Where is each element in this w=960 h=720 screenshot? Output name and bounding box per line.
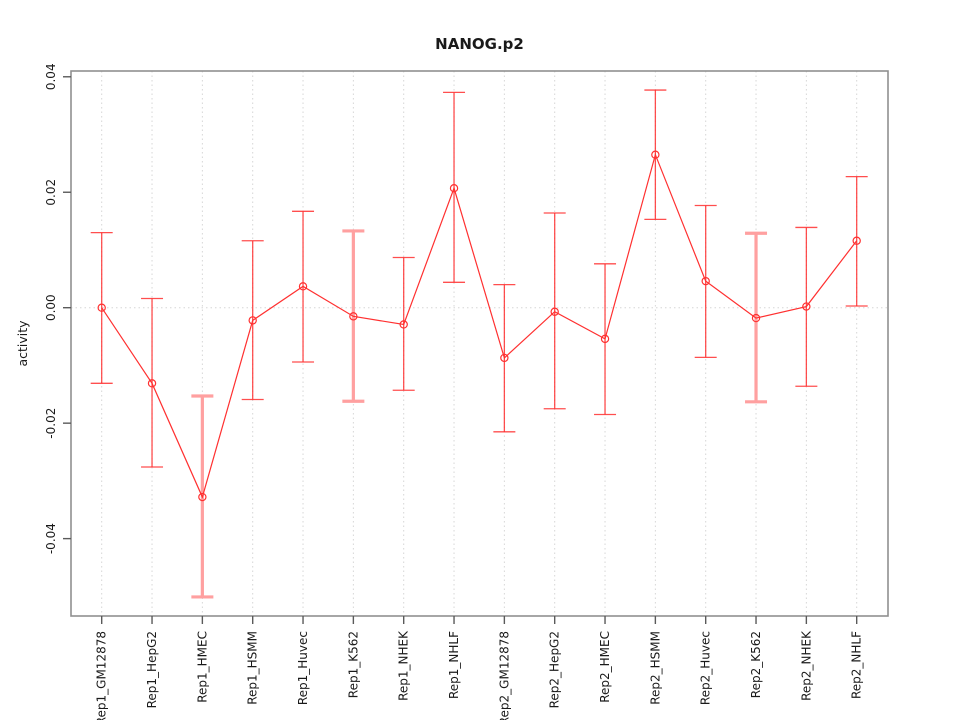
- data-point: [198, 492, 207, 502]
- x-tick-label: Rep1_NHEK: [397, 630, 411, 701]
- x-tick-label: Rep2_HepG2: [548, 631, 562, 708]
- x-tick-label: Rep1_HSMM: [246, 631, 260, 705]
- y-tick-label: 0.04: [44, 63, 58, 90]
- data-point: [500, 353, 509, 363]
- data-point: [600, 334, 610, 344]
- plot-title: NANOG.p2: [435, 35, 524, 53]
- data-point: [298, 282, 308, 291]
- data-point: [399, 320, 408, 329]
- y-tick-label: -0.04: [44, 523, 58, 554]
- data-point: [147, 379, 157, 388]
- data-point: [449, 183, 459, 193]
- y-axis-label: activity: [15, 320, 30, 367]
- x-tick-label: Rep1_K562: [346, 631, 360, 698]
- data-point: [550, 307, 559, 316]
- data-point: [248, 316, 257, 325]
- x-tick-label: Rep1_Huvec: [296, 631, 310, 705]
- y-tick-label: 0.02: [44, 179, 58, 206]
- x-tick-label: Rep1_GM12878: [95, 631, 109, 720]
- x-tick-label: Rep1_HepG2: [145, 631, 159, 708]
- data-point: [852, 236, 861, 245]
- x-tick-label: Rep2_NHEK: [799, 630, 813, 701]
- x-tick-label: Rep1_NHLF: [447, 631, 461, 699]
- data-point: [701, 276, 710, 286]
- x-tick-label: Rep2_NHLF: [850, 631, 864, 699]
- data-point: [751, 313, 761, 323]
- y-tick-label: -0.02: [44, 408, 58, 439]
- x-tick-label: Rep2_HSMM: [648, 631, 662, 705]
- plot-box: [70, 70, 889, 617]
- x-tick-label: Rep2_Huvec: [699, 631, 713, 705]
- x-tick-label: Rep1_HMEC: [195, 631, 209, 703]
- data-point: [802, 302, 811, 311]
- x-tick-label: Rep2_K562: [749, 631, 763, 698]
- y-tick-label: 0.00: [44, 294, 58, 321]
- data-point: [97, 303, 106, 312]
- series-line: [101, 152, 858, 499]
- data-point: [349, 312, 358, 321]
- x-tick-label: Rep2_GM12878: [497, 631, 511, 720]
- x-tick-label: Rep2_HMEC: [598, 631, 612, 703]
- data-point: [651, 150, 660, 159]
